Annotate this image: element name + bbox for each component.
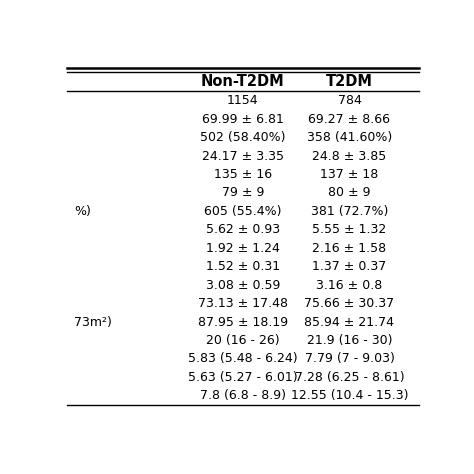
Text: T2DM: T2DM [326, 74, 373, 89]
Text: 5.62 ± 0.93: 5.62 ± 0.93 [206, 223, 280, 237]
Text: 24.8 ± 3.85: 24.8 ± 3.85 [312, 150, 387, 163]
Text: 1.37 ± 0.37: 1.37 ± 0.37 [312, 260, 387, 273]
Text: 24.17 ± 3.35: 24.17 ± 3.35 [202, 150, 284, 163]
Text: 3.16 ± 0.8: 3.16 ± 0.8 [316, 279, 383, 292]
Text: 2.16 ± 1.58: 2.16 ± 1.58 [312, 242, 386, 255]
Text: 1154: 1154 [227, 94, 259, 107]
Text: 5.83 (5.48 - 6.24): 5.83 (5.48 - 6.24) [188, 353, 298, 365]
Text: 605 (55.4%): 605 (55.4%) [204, 205, 282, 218]
Text: 137 ± 18: 137 ± 18 [320, 168, 379, 181]
Text: 85.94 ± 21.74: 85.94 ± 21.74 [304, 316, 394, 328]
Text: 3.08 ± 0.59: 3.08 ± 0.59 [206, 279, 280, 292]
Text: 73m²): 73m²) [74, 316, 112, 328]
Text: 79 ± 9: 79 ± 9 [222, 186, 264, 200]
Text: %): %) [74, 205, 91, 218]
Text: 69.99 ± 6.81: 69.99 ± 6.81 [202, 113, 284, 126]
Text: 7.8 (6.8 - 8.9): 7.8 (6.8 - 8.9) [200, 389, 286, 402]
Text: 7.28 (6.25 - 8.61): 7.28 (6.25 - 8.61) [295, 371, 404, 384]
Text: 73.13 ± 17.48: 73.13 ± 17.48 [198, 297, 288, 310]
Text: 381 (72.7%): 381 (72.7%) [311, 205, 388, 218]
Text: 5.55 ± 1.32: 5.55 ± 1.32 [312, 223, 387, 237]
Text: 1.52 ± 0.31: 1.52 ± 0.31 [206, 260, 280, 273]
Text: 12.55 (10.4 - 15.3): 12.55 (10.4 - 15.3) [291, 389, 408, 402]
Text: 75.66 ± 30.37: 75.66 ± 30.37 [304, 297, 394, 310]
Text: 20 (16 - 26): 20 (16 - 26) [206, 334, 280, 347]
Text: Non-T2DM: Non-T2DM [201, 74, 285, 89]
Text: 69.27 ± 8.66: 69.27 ± 8.66 [309, 113, 391, 126]
Text: 784: 784 [337, 94, 361, 107]
Text: 502 (58.40%): 502 (58.40%) [200, 131, 286, 144]
Text: 7.79 (7 - 9.03): 7.79 (7 - 9.03) [304, 353, 394, 365]
Text: 135 ± 16: 135 ± 16 [214, 168, 272, 181]
Text: 358 (41.60%): 358 (41.60%) [307, 131, 392, 144]
Text: 80 ± 9: 80 ± 9 [328, 186, 371, 200]
Text: 21.9 (16 - 30): 21.9 (16 - 30) [307, 334, 392, 347]
Text: 5.63 (5.27 - 6.01): 5.63 (5.27 - 6.01) [188, 371, 298, 384]
Text: 1.92 ± 1.24: 1.92 ± 1.24 [206, 242, 280, 255]
Text: 87.95 ± 18.19: 87.95 ± 18.19 [198, 316, 288, 328]
